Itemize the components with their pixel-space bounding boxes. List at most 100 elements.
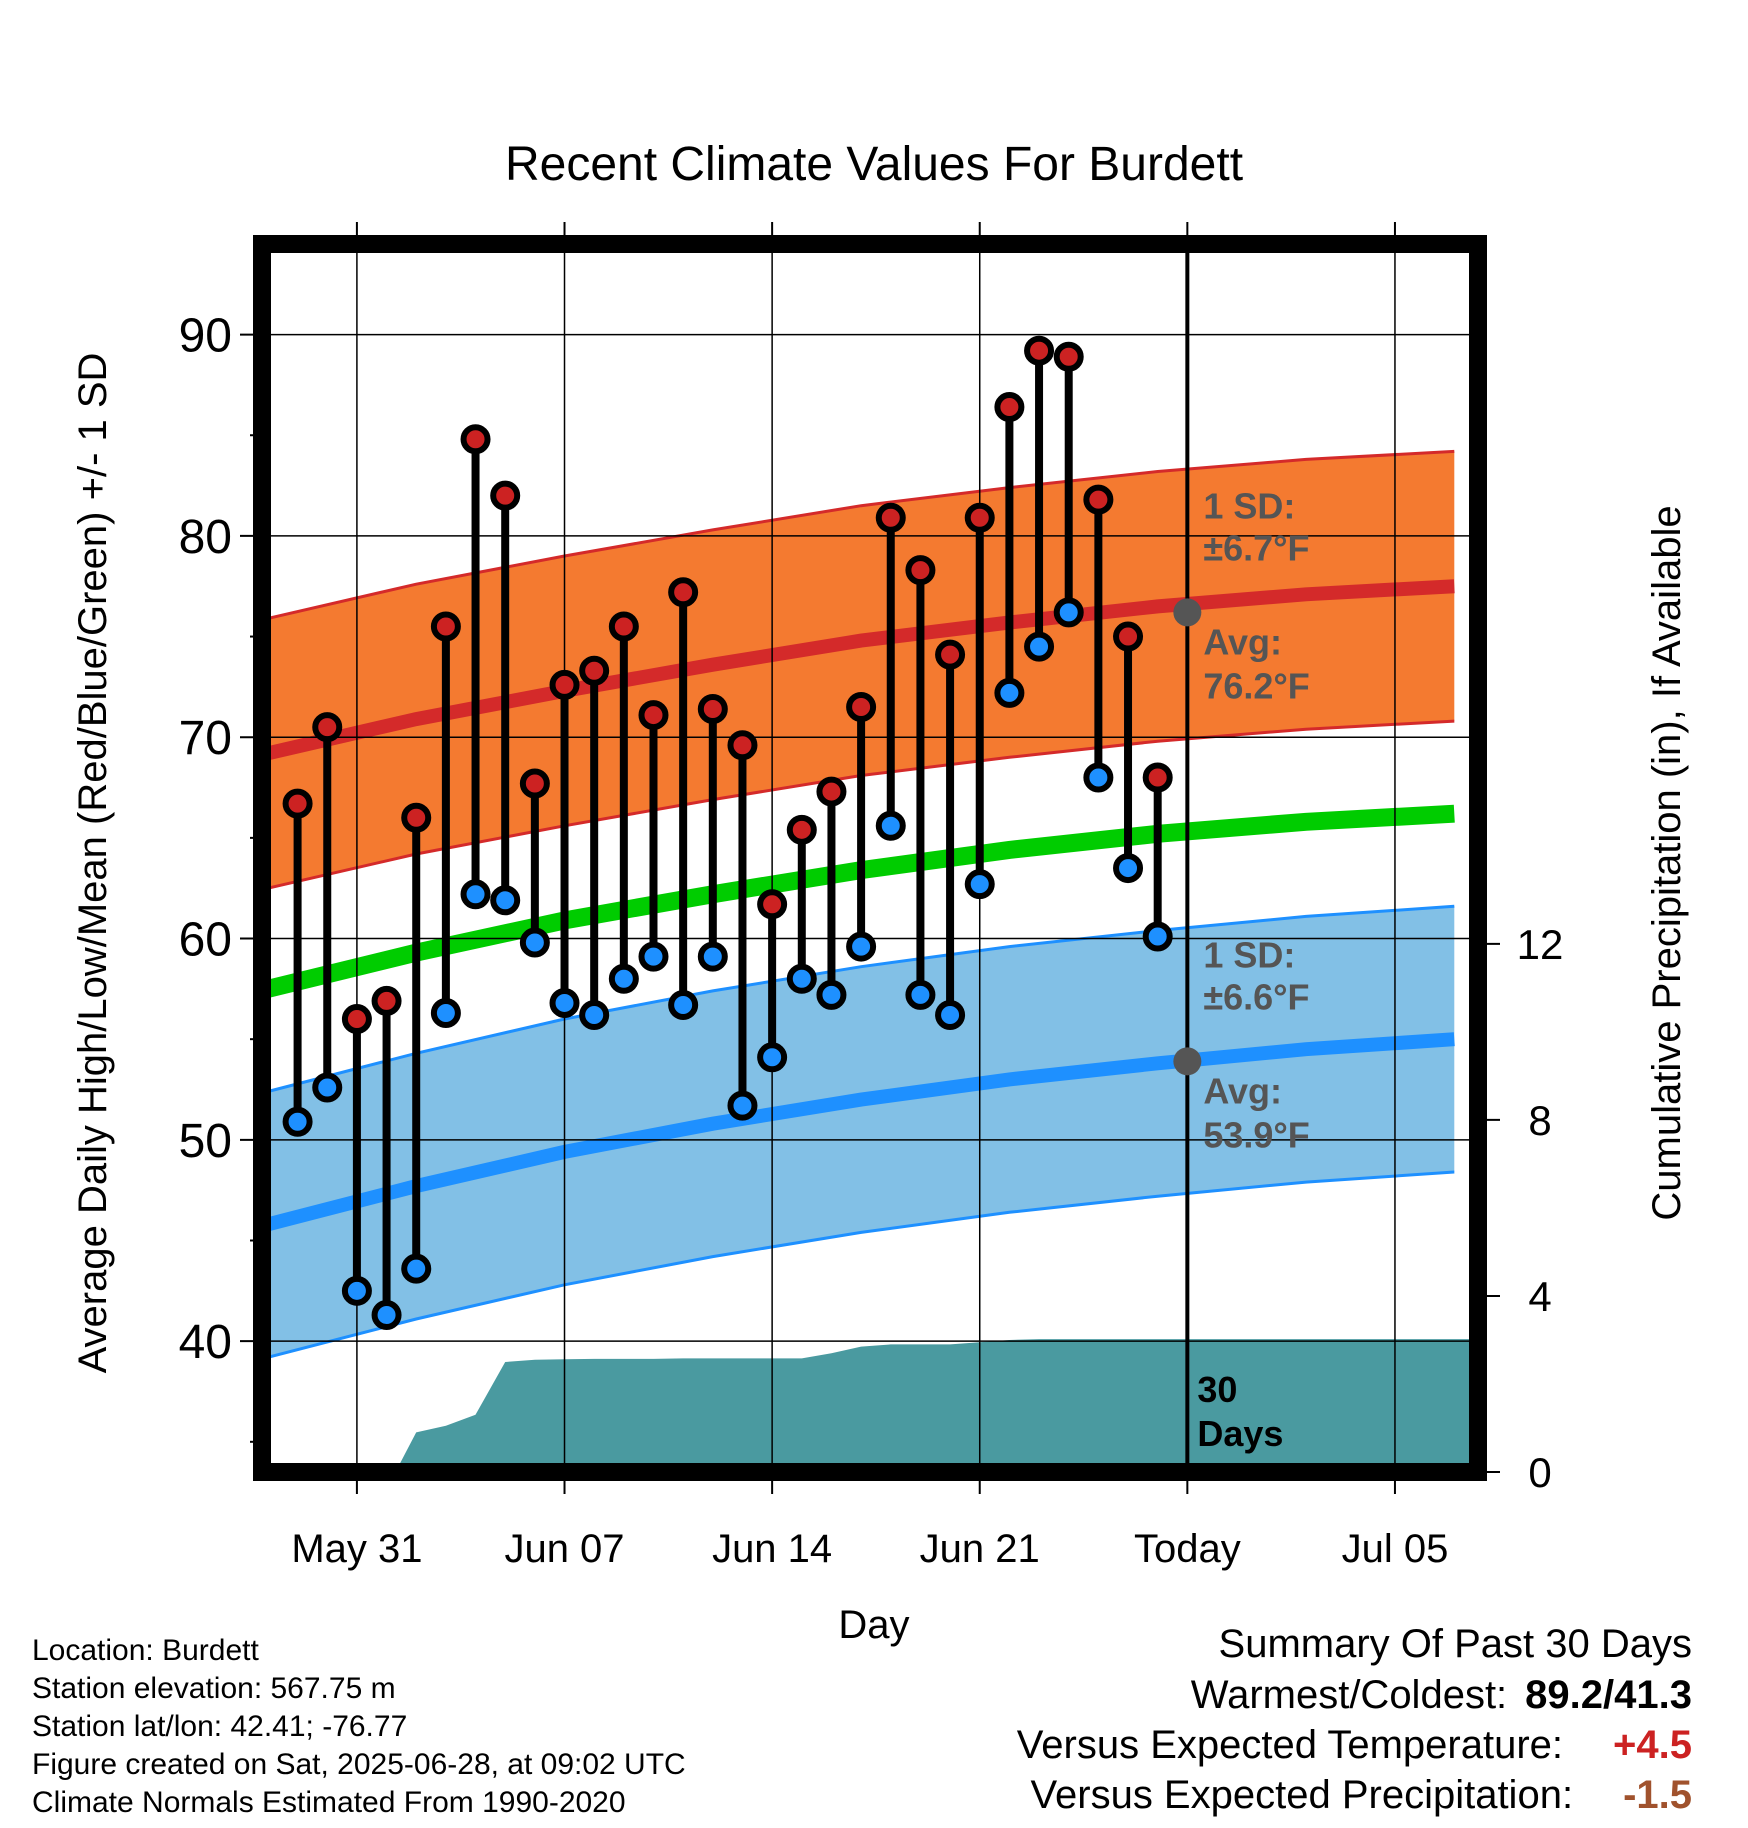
high-temp-point bbox=[608, 611, 639, 642]
high-temp-point bbox=[727, 730, 758, 761]
high-temp-point bbox=[964, 502, 995, 533]
high-temp-point bbox=[875, 502, 906, 533]
days-count: 30 bbox=[1197, 1369, 1237, 1410]
low-temp-point bbox=[964, 869, 995, 900]
y2-axis-label: Cumulative Precipitation (in), If Availa… bbox=[1645, 505, 1689, 1220]
low-temp-point bbox=[401, 1253, 432, 1284]
y-tick-label: 60 bbox=[179, 914, 232, 967]
high-temp-point bbox=[846, 692, 877, 723]
low-sd-lower-edge bbox=[267, 1170, 1455, 1359]
y-axis-label: Average Daily High/Low/Mean (Red/Blue/Gr… bbox=[71, 353, 115, 1374]
precip-label: Versus Expected Precipitation: bbox=[1030, 1773, 1574, 1817]
high-temp-point bbox=[1142, 762, 1173, 793]
high-temp-point bbox=[994, 392, 1025, 423]
low-temp-point bbox=[1113, 853, 1144, 884]
warm-cold-value: 89.2/41.3 bbox=[1525, 1673, 1692, 1717]
high-sd-value: ±6.7°F bbox=[1203, 527, 1309, 568]
created-text: Figure created on Sat, 2025-06-28, at 09… bbox=[32, 1748, 686, 1781]
y2-tick-label: 4 bbox=[1528, 1273, 1551, 1320]
low-temp-point bbox=[1083, 762, 1114, 793]
latlon-text: Station lat/lon: 42.41; -76.77 bbox=[32, 1710, 408, 1743]
high-temp-point bbox=[401, 802, 432, 833]
high-avg-today-dot bbox=[1173, 598, 1202, 627]
y-tick-label: 90 bbox=[179, 310, 232, 363]
high-temp-point bbox=[1113, 621, 1144, 652]
y2-tick-label: 0 bbox=[1528, 1449, 1551, 1496]
high-temp-point bbox=[519, 768, 550, 799]
plot-frame bbox=[253, 235, 1487, 1481]
high-temp-point bbox=[1053, 341, 1084, 372]
y-tick-label: 50 bbox=[179, 1115, 232, 1168]
high-temp-point bbox=[282, 788, 313, 819]
elevation-text: Station elevation: 567.75 m bbox=[32, 1672, 396, 1705]
precipitation-area bbox=[395, 1339, 1478, 1472]
low-temp-point bbox=[430, 998, 461, 1029]
location-text: Location: Burdett bbox=[32, 1634, 259, 1667]
low-temp-point bbox=[341, 1275, 372, 1306]
high-temp-point bbox=[786, 814, 817, 845]
high-sd-upper-edge bbox=[267, 449, 1455, 620]
low-temp-point bbox=[312, 1072, 343, 1103]
temp-value: +4.5 bbox=[1613, 1723, 1692, 1767]
y-tick-label: 80 bbox=[179, 511, 232, 564]
low-sd-label: 1 SD: bbox=[1203, 934, 1295, 975]
low-temp-point bbox=[282, 1106, 313, 1137]
summary-temp: Versus Expected Temperature: +4.5 bbox=[1017, 1723, 1692, 1768]
high-temp-point bbox=[490, 480, 521, 511]
low-temp-point bbox=[460, 879, 491, 910]
low-temp-point bbox=[638, 941, 669, 972]
summary-heading: Summary Of Past 30 Days bbox=[1218, 1622, 1692, 1666]
x-tick-label: Jun 21 bbox=[920, 1527, 1040, 1571]
high-temp-point bbox=[460, 424, 491, 455]
y2-tick-label: 8 bbox=[1528, 1097, 1551, 1144]
high-temp-point bbox=[371, 985, 402, 1016]
low-temp-point bbox=[846, 931, 877, 962]
high-temp-point bbox=[905, 555, 936, 586]
normals-text: Climate Normals Estimated From 1990-2020 bbox=[32, 1786, 626, 1819]
temp-label: Versus Expected Temperature: bbox=[1016, 1723, 1564, 1767]
high-temp-point bbox=[816, 776, 847, 807]
low-temp-point bbox=[935, 1000, 966, 1031]
high-temp-point bbox=[757, 889, 788, 920]
high-sd-label: 1 SD: bbox=[1203, 485, 1295, 526]
precip-value: -1.5 bbox=[1623, 1773, 1692, 1817]
low-temp-point bbox=[727, 1090, 758, 1121]
high-temp-point bbox=[579, 655, 610, 686]
low-temp-point bbox=[549, 987, 580, 1018]
low-temp-point bbox=[371, 1299, 402, 1330]
low-temp-point bbox=[757, 1042, 788, 1073]
high-temp-point bbox=[638, 700, 669, 731]
low-temp-point bbox=[994, 677, 1025, 708]
low-temp-point bbox=[1142, 921, 1173, 952]
chart-title: Recent Climate Values For Burdett bbox=[505, 138, 1243, 191]
x-tick-label: May 31 bbox=[291, 1527, 422, 1571]
high-temp-point bbox=[1024, 335, 1055, 366]
low-temp-point bbox=[519, 927, 550, 958]
low-sd-value: ±6.6°F bbox=[1203, 976, 1309, 1017]
x-tick-label: Jul 05 bbox=[1342, 1527, 1449, 1571]
summary-warm-cold: Warmest/Coldest: 89.2/41.3 bbox=[1191, 1673, 1692, 1718]
low-temp-point bbox=[1053, 597, 1084, 628]
low-temp-point bbox=[697, 941, 728, 972]
x-tick-label: Jun 07 bbox=[504, 1527, 624, 1571]
high-avg-value: 76.2°F bbox=[1203, 665, 1309, 706]
high-temp-point bbox=[1083, 484, 1114, 515]
low-sd-upper-edge bbox=[267, 904, 1455, 1093]
high-temp-point bbox=[697, 694, 728, 725]
low-temp-point bbox=[608, 963, 639, 994]
low-avg-value: 53.9°F bbox=[1203, 1114, 1309, 1155]
days-word: Days bbox=[1197, 1413, 1283, 1454]
y-tick-label: 70 bbox=[179, 712, 232, 765]
y2-tick-label: 12 bbox=[1517, 921, 1564, 968]
high-temp-point bbox=[668, 577, 699, 608]
high-temp-point bbox=[312, 712, 343, 743]
high-temp-point bbox=[935, 639, 966, 670]
low-temp-point bbox=[816, 979, 847, 1010]
high-avg-label: Avg: bbox=[1203, 621, 1282, 662]
high-normal-line bbox=[266, 579, 1455, 761]
low-avg-label: Avg: bbox=[1203, 1070, 1282, 1111]
high-temp-point bbox=[430, 611, 461, 642]
low-temp-point bbox=[875, 810, 906, 841]
low-normal-line bbox=[266, 1032, 1455, 1232]
